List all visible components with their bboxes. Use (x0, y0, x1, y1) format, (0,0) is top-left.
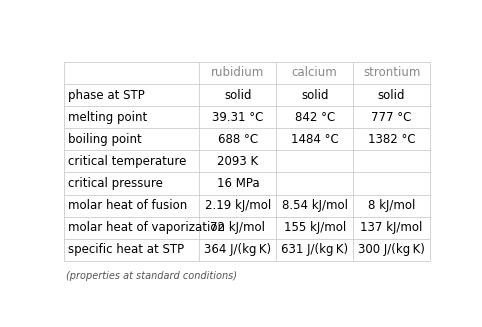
Text: 631 J/(kg K): 631 J/(kg K) (281, 243, 348, 256)
Text: phase at STP: phase at STP (68, 89, 145, 102)
Text: boiling point: boiling point (68, 133, 142, 146)
Text: critical pressure: critical pressure (68, 177, 163, 190)
Text: 842 °C: 842 °C (295, 111, 335, 124)
Text: 777 °C: 777 °C (372, 111, 412, 124)
Text: 39.31 °C: 39.31 °C (212, 111, 264, 124)
Text: (properties at standard conditions): (properties at standard conditions) (66, 271, 237, 281)
Text: 300 J/(kg K): 300 J/(kg K) (358, 243, 425, 256)
Text: 2093 K: 2093 K (217, 155, 258, 168)
Text: 137 kJ/mol: 137 kJ/mol (361, 221, 423, 234)
Text: 8.54 kJ/mol: 8.54 kJ/mol (282, 199, 348, 212)
Text: strontium: strontium (363, 66, 420, 79)
Text: calcium: calcium (292, 66, 337, 79)
Text: critical temperature: critical temperature (68, 155, 187, 168)
Text: solid: solid (378, 89, 405, 102)
Text: 16 MPa: 16 MPa (216, 177, 259, 190)
Text: molar heat of fusion: molar heat of fusion (68, 199, 187, 212)
Text: molar heat of vaporization: molar heat of vaporization (68, 221, 226, 234)
Text: 72 kJ/mol: 72 kJ/mol (210, 221, 266, 234)
Text: 1382 °C: 1382 °C (368, 133, 415, 146)
Text: 688 °C: 688 °C (218, 133, 258, 146)
Text: 2.19 kJ/mol: 2.19 kJ/mol (205, 199, 271, 212)
Text: 8 kJ/mol: 8 kJ/mol (368, 199, 415, 212)
Text: 364 J/(kg K): 364 J/(kg K) (204, 243, 271, 256)
Text: rubidium: rubidium (211, 66, 265, 79)
Text: melting point: melting point (68, 111, 147, 124)
Text: solid: solid (301, 89, 329, 102)
Text: 155 kJ/mol: 155 kJ/mol (283, 221, 346, 234)
Text: 1484 °C: 1484 °C (291, 133, 339, 146)
Text: specific heat at STP: specific heat at STP (68, 243, 185, 256)
Text: solid: solid (224, 89, 252, 102)
